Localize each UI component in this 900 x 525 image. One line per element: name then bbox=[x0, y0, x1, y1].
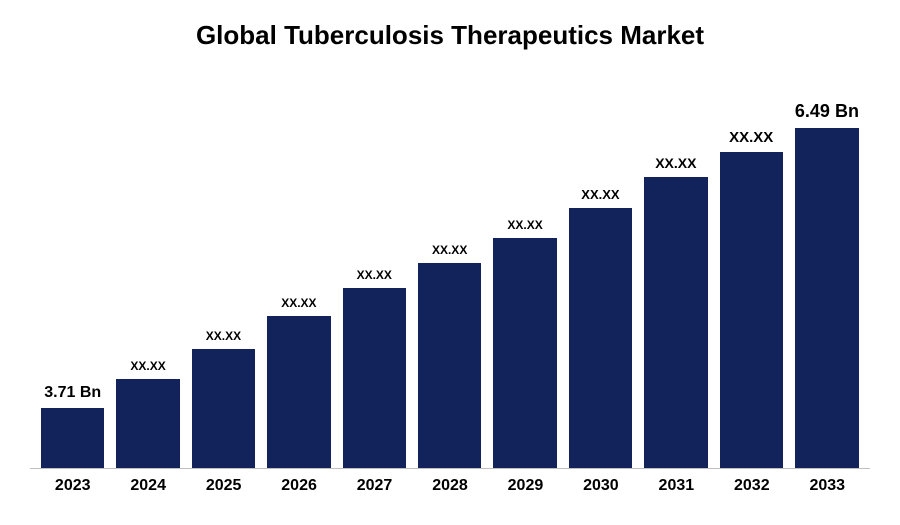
bar-value-label: XX.XX bbox=[432, 243, 467, 257]
bar bbox=[41, 408, 104, 468]
bar-col: 6.49 Bn bbox=[795, 81, 859, 468]
bar bbox=[418, 263, 481, 468]
bar bbox=[343, 288, 406, 468]
x-tick-label: 2025 bbox=[192, 477, 255, 495]
bar bbox=[644, 177, 707, 468]
chart-title: Global Tuberculosis Therapeutics Market bbox=[30, 20, 870, 51]
bar bbox=[267, 316, 330, 468]
x-axis: 2023 2024 2025 2026 2027 2028 2029 2030 2031 2032… bbox=[30, 469, 870, 495]
x-tick-label: 2033 bbox=[796, 477, 859, 495]
x-tick-label: 2032 bbox=[720, 477, 783, 495]
bar-value-label: XX.XX bbox=[581, 187, 619, 202]
x-tick-label: 2024 bbox=[116, 477, 179, 495]
bar-col: XX.XX bbox=[644, 81, 707, 468]
bar bbox=[795, 128, 859, 468]
bar-col: XX.XX bbox=[343, 81, 406, 468]
x-tick-label: 2027 bbox=[343, 477, 406, 495]
x-tick-label: 2031 bbox=[645, 477, 708, 495]
bar bbox=[493, 238, 556, 468]
bar-col: 3.71 Bn bbox=[41, 81, 104, 468]
bar-col: XX.XX bbox=[569, 81, 632, 468]
bar-col: XX.XX bbox=[192, 81, 255, 468]
bar-value-label: XX.XX bbox=[130, 359, 165, 373]
bar-value-label: XX.XX bbox=[655, 155, 696, 171]
x-tick-label: 2028 bbox=[418, 477, 481, 495]
bar bbox=[720, 152, 783, 468]
bar-value-label: XX.XX bbox=[729, 129, 773, 146]
bar-col: XX.XX bbox=[493, 81, 556, 468]
x-tick-label: 2026 bbox=[267, 477, 330, 495]
bar-col: XX.XX bbox=[116, 81, 179, 468]
plot-area: 3.71 Bn XX.XX XX.XX XX.XX XX.XX XX.XX XX.XX XX.… bbox=[30, 81, 870, 469]
bar bbox=[192, 349, 255, 468]
chart-container: Global Tuberculosis Therapeutics Market … bbox=[0, 0, 900, 525]
x-tick-label: 2030 bbox=[569, 477, 632, 495]
bar-value-label: 3.71 Bn bbox=[44, 384, 101, 402]
bar bbox=[569, 208, 632, 468]
bar-value-label: XX.XX bbox=[281, 296, 316, 310]
x-tick-label: 2029 bbox=[494, 477, 557, 495]
bar-value-label: XX.XX bbox=[206, 329, 241, 343]
bar bbox=[116, 379, 179, 468]
x-tick-label: 2023 bbox=[41, 477, 104, 495]
bar-value-label: XX.XX bbox=[507, 218, 542, 232]
bar-col: XX.XX bbox=[267, 81, 330, 468]
bar-value-label: 6.49 Bn bbox=[795, 101, 859, 122]
bar-col: XX.XX bbox=[418, 81, 481, 468]
bar-col: XX.XX bbox=[720, 81, 783, 468]
bar-value-label: XX.XX bbox=[357, 268, 392, 282]
